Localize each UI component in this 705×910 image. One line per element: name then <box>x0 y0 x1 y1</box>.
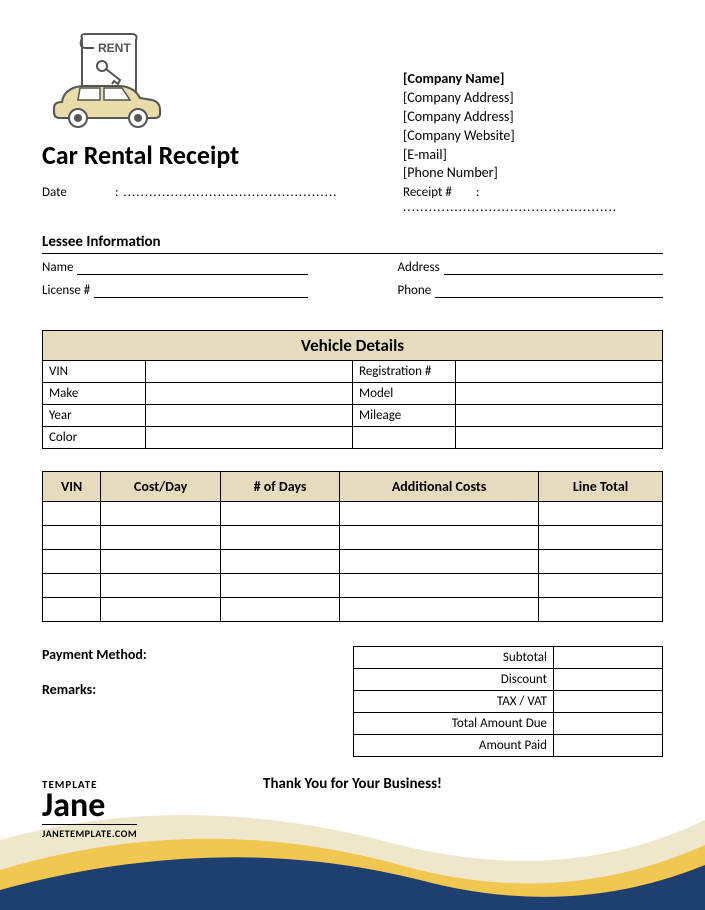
company-website: [Company Website] <box>403 127 663 146</box>
totals-table: SubtotalDiscountTAX / VATTotal Amount Du… <box>353 646 663 757</box>
vd-label: VIN <box>43 361 146 383</box>
cost-cell[interactable] <box>539 550 663 574</box>
total-value[interactable] <box>554 669 663 691</box>
date-field: Date ...................................… <box>42 185 337 215</box>
vd-label: Registration # <box>352 361 455 383</box>
name-field[interactable]: Name <box>42 260 308 275</box>
cost-cell[interactable] <box>221 526 340 550</box>
total-label: Amount Paid <box>354 735 554 757</box>
vd-label: Model <box>352 383 455 405</box>
phone-field[interactable]: Phone <box>398 283 664 298</box>
total-value[interactable] <box>554 691 663 713</box>
cost-cell[interactable] <box>340 502 539 526</box>
cost-cell[interactable] <box>539 526 663 550</box>
total-label: Subtotal <box>354 647 554 669</box>
cost-cell[interactable] <box>539 598 663 622</box>
logo-block: RENT Car Rental Receipt <box>42 30 242 173</box>
vd-label: Make <box>43 383 146 405</box>
vehicle-heading: Vehicle Details <box>43 331 663 361</box>
company-email: [E-mail] <box>403 146 663 165</box>
lessee-heading: Lessee Information <box>42 233 663 251</box>
cost-header: VIN <box>43 472 101 502</box>
cost-cell[interactable] <box>539 574 663 598</box>
cost-table: VINCost/Day# of DaysAdditional CostsLine… <box>42 471 663 622</box>
car-rent-icon: RENT <box>42 30 182 130</box>
receipt-field: Receipt # ..............................… <box>403 185 663 215</box>
cost-cell[interactable] <box>539 502 663 526</box>
vd-value[interactable] <box>146 405 353 427</box>
cost-cell[interactable] <box>340 574 539 598</box>
license-field[interactable]: License # <box>42 283 308 298</box>
company-phone: [Phone Number] <box>403 164 663 183</box>
cost-cell[interactable] <box>43 574 101 598</box>
payment-method-label: Payment Method: <box>42 646 333 663</box>
vd-value[interactable] <box>456 383 663 405</box>
remarks-label: Remarks: <box>42 681 333 698</box>
total-value[interactable] <box>554 647 663 669</box>
total-value[interactable] <box>554 735 663 757</box>
cost-cell[interactable] <box>340 526 539 550</box>
vd-label: Year <box>43 405 146 427</box>
company-addr2: [Company Address] <box>403 108 663 127</box>
vd-value[interactable] <box>456 405 663 427</box>
address-field[interactable]: Address <box>398 260 664 275</box>
cost-cell[interactable] <box>101 574 221 598</box>
cost-cell[interactable] <box>43 502 101 526</box>
cost-cell[interactable] <box>221 598 340 622</box>
vd-value[interactable] <box>146 427 353 449</box>
total-label: TAX / VAT <box>354 691 554 713</box>
total-value[interactable] <box>554 713 663 735</box>
cost-cell[interactable] <box>43 526 101 550</box>
cost-header: # of Days <box>221 472 340 502</box>
company-block: [Company Name] [Company Address] [Compan… <box>403 70 663 183</box>
cost-cell[interactable] <box>101 526 221 550</box>
cost-header: Additional Costs <box>340 472 539 502</box>
cost-cell[interactable] <box>101 502 221 526</box>
cost-cell[interactable] <box>340 550 539 574</box>
cost-cell[interactable] <box>101 598 221 622</box>
total-label: Total Amount Due <box>354 713 554 735</box>
cost-cell[interactable] <box>221 550 340 574</box>
cost-cell[interactable] <box>221 502 340 526</box>
page-title: Car Rental Receipt <box>42 139 242 171</box>
svg-text:RENT: RENT <box>98 41 131 55</box>
vd-value[interactable] <box>456 427 663 449</box>
cost-cell[interactable] <box>43 550 101 574</box>
brand-logo: TEMPLATE Jane JANETEMPLATE.COM <box>42 778 137 840</box>
company-name: [Company Name] <box>403 70 663 89</box>
cost-cell[interactable] <box>101 550 221 574</box>
company-addr1: [Company Address] <box>403 89 663 108</box>
cost-cell[interactable] <box>43 598 101 622</box>
vd-value[interactable] <box>456 361 663 383</box>
cost-header: Line Total <box>539 472 663 502</box>
vd-label: Color <box>43 427 146 449</box>
cost-header: Cost/Day <box>101 472 221 502</box>
vd-label <box>352 427 455 449</box>
total-label: Discount <box>354 669 554 691</box>
cost-cell[interactable] <box>340 598 539 622</box>
vd-label: Mileage <box>352 405 455 427</box>
vehicle-details-table: Vehicle Details VIN Registration # Make Mod… <box>42 330 663 449</box>
cost-cell[interactable] <box>221 574 340 598</box>
vd-value[interactable] <box>146 383 353 405</box>
vd-value[interactable] <box>146 361 353 383</box>
